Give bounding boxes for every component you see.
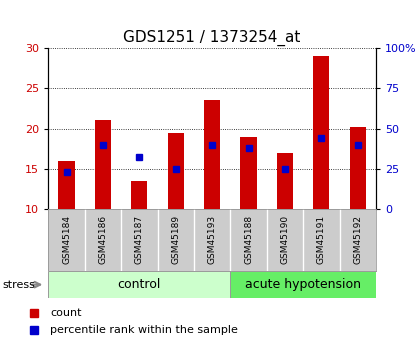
Text: count: count (50, 308, 81, 318)
Text: GSM45189: GSM45189 (171, 215, 180, 264)
Bar (349, 127, 366, 209)
Text: GSM45193: GSM45193 (207, 215, 217, 264)
Bar (313, 56, 330, 209)
Text: GSM45188: GSM45188 (244, 215, 253, 264)
Text: stress: stress (2, 280, 35, 289)
Title: GDS1251 / 1373254_at: GDS1251 / 1373254_at (123, 29, 301, 46)
Bar (204, 100, 221, 209)
Text: GSM45186: GSM45186 (98, 215, 108, 264)
Bar (168, 132, 184, 209)
Text: GSM45192: GSM45192 (353, 215, 362, 264)
Text: acute hypotension: acute hypotension (245, 278, 361, 291)
Bar (240, 137, 257, 209)
Text: GSM45190: GSM45190 (281, 215, 289, 264)
Text: GSM45191: GSM45191 (317, 215, 326, 264)
Bar (95, 120, 111, 209)
Text: control: control (118, 278, 161, 291)
Text: GSM45184: GSM45184 (62, 215, 71, 264)
Bar (277, 152, 293, 209)
Text: GSM45187: GSM45187 (135, 215, 144, 264)
Bar (230, 271, 376, 298)
Text: percentile rank within the sample: percentile rank within the sample (50, 325, 238, 335)
Bar (48, 271, 230, 298)
Bar (131, 181, 147, 209)
Bar (58, 160, 75, 209)
